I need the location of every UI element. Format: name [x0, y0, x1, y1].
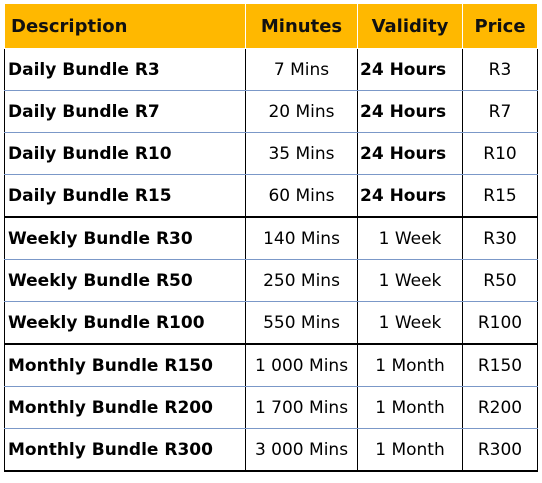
row-validity: 24 Hours: [357, 90, 463, 133]
row-description: Daily Bundle R15: [4, 174, 246, 218]
table-row: Monthly Bundle R200 1 700 Mins 1 Month R…: [4, 386, 538, 429]
table-row: Monthly Bundle R300 3 000 Mins 1 Month R…: [4, 428, 538, 472]
row-minutes: 35 Mins: [245, 132, 358, 175]
row-price: R15: [462, 174, 538, 218]
row-minutes: 1 700 Mins: [245, 386, 358, 429]
row-minutes: 60 Mins: [245, 174, 358, 218]
row-price: R100: [462, 301, 538, 345]
row-validity: 24 Hours: [357, 132, 463, 175]
row-minutes: 1 000 Mins: [245, 344, 358, 387]
row-validity: 1 Month: [357, 428, 463, 472]
row-description: Weekly Bundle R100: [4, 301, 246, 345]
row-validity: 1 Month: [357, 386, 463, 429]
row-description: Daily Bundle R10: [4, 132, 246, 175]
row-price: R30: [462, 217, 538, 260]
row-description: Monthly Bundle R200: [4, 386, 246, 429]
table-row: Monthly Bundle R150 1 000 Mins 1 Month R…: [4, 344, 538, 387]
row-validity: 1 Week: [357, 301, 463, 345]
row-minutes: 550 Mins: [245, 301, 358, 345]
row-validity: 1 Month: [357, 344, 463, 387]
table-row: Weekly Bundle R30 140 Mins 1 Week R30: [4, 217, 538, 260]
row-minutes: 7 Mins: [245, 48, 358, 91]
table-row: Daily Bundle R7 20 Mins 24 Hours R7: [4, 90, 538, 133]
bundle-price-table: Description Minutes Validity Price Daily…: [4, 3, 538, 472]
row-validity: 24 Hours: [357, 48, 463, 91]
table-row: Daily Bundle R3 7 Mins 24 Hours R3: [4, 48, 538, 91]
row-price: R3: [462, 48, 538, 91]
table-row: Weekly Bundle R50 250 Mins 1 Week R50: [4, 259, 538, 302]
row-minutes: 140 Mins: [245, 217, 358, 260]
row-price: R50: [462, 259, 538, 302]
row-minutes: 250 Mins: [245, 259, 358, 302]
table-header-row: Description Minutes Validity Price: [4, 3, 538, 49]
row-description: Monthly Bundle R300: [4, 428, 246, 472]
row-validity: 24 Hours: [357, 174, 463, 218]
row-price: R7: [462, 90, 538, 133]
column-header-price: Price: [462, 3, 538, 49]
row-validity: 1 Week: [357, 217, 463, 260]
column-header-minutes: Minutes: [245, 3, 358, 49]
bundle-table-container: Description Minutes Validity Price Daily…: [4, 3, 538, 472]
row-price: R150: [462, 344, 538, 387]
row-description: Weekly Bundle R30: [4, 217, 246, 260]
row-price: R10: [462, 132, 538, 175]
row-price: R300: [462, 428, 538, 472]
row-minutes: 3 000 Mins: [245, 428, 358, 472]
row-price: R200: [462, 386, 538, 429]
row-minutes: 20 Mins: [245, 90, 358, 133]
table-row: Daily Bundle R10 35 Mins 24 Hours R10: [4, 132, 538, 175]
table-row: Daily Bundle R15 60 Mins 24 Hours R15: [4, 174, 538, 218]
column-header-validity: Validity: [357, 3, 463, 49]
row-validity: 1 Week: [357, 259, 463, 302]
column-header-description: Description: [4, 3, 246, 49]
table-row: Weekly Bundle R100 550 Mins 1 Week R100: [4, 301, 538, 345]
row-description: Monthly Bundle R150: [4, 344, 246, 387]
row-description: Weekly Bundle R50: [4, 259, 246, 302]
row-description: Daily Bundle R3: [4, 48, 246, 91]
row-description: Daily Bundle R7: [4, 90, 246, 133]
